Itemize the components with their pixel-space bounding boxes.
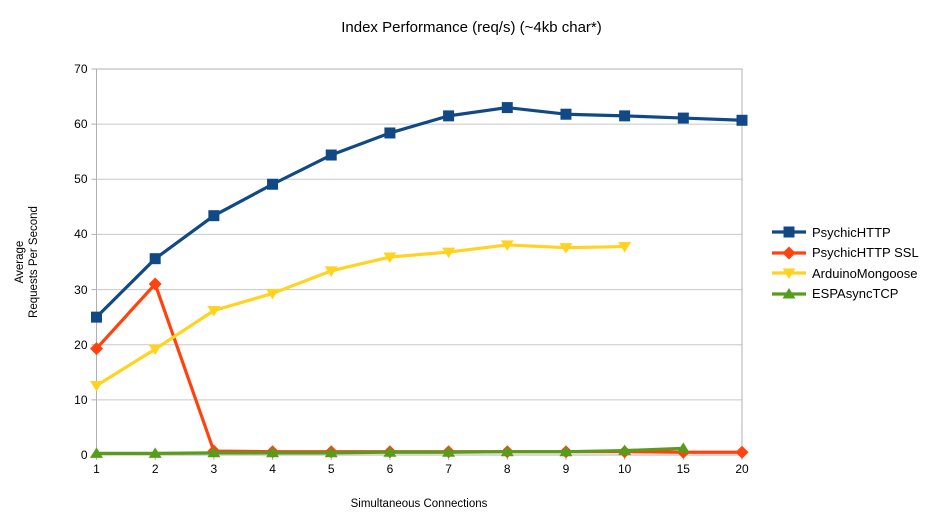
legend-swatch: [772, 226, 806, 238]
legend-swatch: [772, 287, 806, 299]
square-marker-icon: [208, 210, 220, 222]
triangle-down-marker-icon: [207, 306, 221, 317]
triangle-down-marker-icon: [618, 242, 632, 253]
x-tick-label: 6: [386, 462, 394, 476]
square-marker-icon: [325, 149, 337, 161]
triangle-down-marker-icon: [266, 288, 280, 300]
square-marker-icon: [501, 102, 513, 114]
x-tick-label: 5: [327, 462, 335, 476]
triangle-down-marker-icon: [442, 247, 456, 259]
legend-label: PsychicHTTP: [812, 224, 891, 240]
x-tick-label: 2: [151, 462, 159, 476]
triangle-up-marker-icon: [383, 446, 397, 457]
y-tick-label: 30: [74, 282, 88, 297]
triangle-up-marker-icon: [90, 447, 103, 458]
diamond-marker-icon: [782, 246, 796, 260]
y-tick-label: 60: [74, 117, 88, 132]
square-marker-icon: [149, 253, 161, 265]
legend-swatch: [772, 246, 806, 260]
y-axis-label-line1: Average: [14, 240, 26, 284]
triangle-up-marker-icon: [559, 445, 573, 457]
legend-label: PsychicHTTP SSL: [812, 245, 919, 261]
legend: PsychicHTTP PsychicHTTP SSL ArduinoMongoos…: [772, 222, 919, 304]
y-tick-label: 20: [74, 337, 88, 352]
triangle-down-marker-icon: [559, 243, 573, 254]
square-marker-icon: [736, 114, 748, 126]
legend-item-PsychicHTTP: PsychicHTTP: [772, 222, 919, 243]
x-axis-label: Simultaneous Connections: [350, 498, 488, 510]
legend-swatch: [772, 268, 806, 280]
chart-title: Index Performance (req/s) (~4kb char*): [341, 19, 602, 36]
triangle-down-marker-icon: [383, 252, 397, 264]
x-tick-label: 10: [617, 462, 632, 476]
x-tick-label: 8: [503, 462, 511, 476]
square-marker-icon: [91, 311, 102, 323]
x-tick-label: 15: [676, 462, 690, 476]
triangle-down-marker-icon: [500, 240, 514, 251]
triangle-up-marker-icon: [500, 445, 514, 457]
legend-label: ESPAsyncTCP: [812, 286, 899, 302]
square-marker-icon: [267, 178, 279, 190]
diamond-marker-icon: [148, 277, 162, 291]
legend-item-ESPAsyncTCP: ESPAsyncTCP: [772, 284, 919, 305]
triangle-down-marker-icon: [324, 266, 338, 277]
square-marker-icon: [443, 110, 455, 122]
square-marker-icon: [783, 226, 795, 238]
series-line-ArduinoMongoose: [95, 243, 625, 387]
x-tick-label: 20: [735, 462, 749, 476]
x-tick-label: 9: [562, 462, 570, 476]
triangle-up-marker-icon: [266, 446, 280, 458]
triangle-down-marker-icon: [782, 268, 796, 280]
triangle-down-marker-icon: [90, 381, 103, 392]
square-marker-icon: [677, 112, 689, 124]
square-marker-icon: [560, 108, 572, 120]
triangle-down-marker-icon: [148, 344, 162, 356]
triangle-up-marker-icon: [324, 446, 338, 458]
triangle-up-marker-icon: [207, 446, 221, 458]
legend-item-PsychicHTTP SSL: PsychicHTTP SSL: [772, 243, 919, 264]
legend-label: ArduinoMongoose: [812, 265, 918, 281]
diamond-marker-icon: [735, 445, 749, 459]
x-tick-label: 3: [210, 462, 218, 476]
square-marker-icon: [619, 110, 631, 122]
y-axis-label-line2: Requests Per Second: [28, 206, 40, 318]
y-tick-label: 40: [74, 227, 88, 242]
y-tick-label: 0: [80, 448, 88, 462]
triangle-up-marker-icon: [148, 447, 162, 458]
series-line-PsychicHTTP: [95, 105, 743, 319]
x-tick-label: 7: [445, 462, 452, 476]
y-tick-label: 70: [74, 62, 88, 76]
y-axis-label: Average Requests Per Second: [13, 206, 41, 318]
legend-item-ArduinoMongoose: ArduinoMongoose: [772, 263, 919, 284]
y-tick-label: 10: [74, 392, 88, 407]
x-tick-label: 4: [269, 462, 276, 476]
triangle-up-marker-icon: [676, 442, 690, 453]
square-marker-icon: [384, 127, 396, 139]
triangle-up-marker-icon: [618, 444, 632, 456]
diamond-marker-icon: [90, 342, 103, 356]
triangle-up-marker-icon: [442, 446, 456, 457]
y-tick-label: 50: [74, 172, 88, 187]
plot-border: [96, 68, 743, 456]
x-tick-label: 1: [93, 462, 100, 476]
series-line-PsychicHTTP SSL: [95, 282, 742, 454]
triangle-up-marker-icon: [782, 287, 796, 299]
